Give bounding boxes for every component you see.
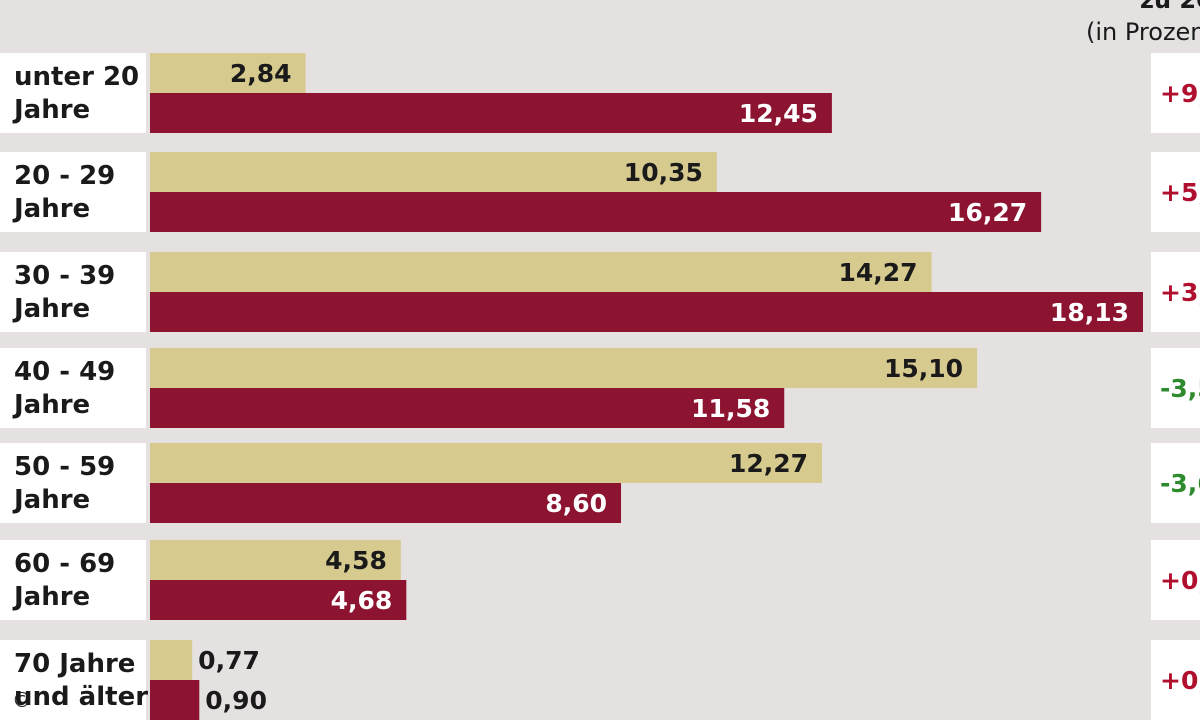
data-label: 4,68 xyxy=(331,586,393,615)
bar xyxy=(150,483,622,523)
category-label: 50 - 59 xyxy=(14,452,115,482)
category-label: und älter xyxy=(14,682,148,712)
category-label-box xyxy=(0,152,146,232)
change-box xyxy=(1151,540,1200,620)
bar xyxy=(150,680,200,720)
copyright-text: © xyxy=(12,688,32,712)
bar xyxy=(150,93,832,133)
category-label: Jahre xyxy=(12,294,90,324)
data-label: 16,27 xyxy=(948,198,1027,227)
category-label: 40 - 49 xyxy=(14,357,115,387)
category-label-box xyxy=(0,348,146,428)
data-label: 8,60 xyxy=(545,489,607,518)
bar xyxy=(150,443,823,483)
change-label: -3,6 xyxy=(1160,469,1200,498)
category-label-box xyxy=(0,53,146,133)
bar xyxy=(150,540,401,580)
category-label: 60 - 69 xyxy=(14,549,115,579)
data-label: 12,45 xyxy=(739,99,818,128)
data-label: 11,58 xyxy=(691,394,770,423)
bar xyxy=(150,252,932,292)
bar xyxy=(150,580,407,620)
category-label: Jahre xyxy=(12,95,90,125)
category-label: Jahre xyxy=(12,194,90,224)
change-label: +9, xyxy=(1160,79,1200,108)
bar xyxy=(150,388,785,428)
bar xyxy=(150,152,717,192)
change-box xyxy=(1151,443,1200,523)
change-label: +0, xyxy=(1160,566,1200,595)
change-label: +0, xyxy=(1160,666,1200,695)
chart-header: zu 20 (in Prozent xyxy=(1086,0,1200,46)
data-label: 10,35 xyxy=(624,158,703,187)
change-box xyxy=(1151,640,1200,720)
change-box xyxy=(1151,152,1200,232)
bar xyxy=(150,292,1143,332)
category-label: Jahre xyxy=(12,390,90,420)
change-label: -3,5 xyxy=(1160,374,1200,403)
category-label-box xyxy=(0,252,146,332)
change-label: +5, xyxy=(1160,178,1200,207)
category-label: 20 - 29 xyxy=(14,161,115,191)
change-box xyxy=(1151,348,1200,428)
data-label: 4,58 xyxy=(325,546,387,575)
header-top-fragment: zu 20 xyxy=(1140,0,1200,14)
bar xyxy=(150,192,1042,232)
data-label: 18,13 xyxy=(1050,298,1129,327)
bar xyxy=(150,640,193,680)
data-label: 15,10 xyxy=(884,354,963,383)
category-label: Jahre xyxy=(12,582,90,612)
bar xyxy=(150,53,306,93)
category-label: Jahre xyxy=(12,485,90,515)
category-label-box xyxy=(0,640,146,720)
data-label: 0,90 xyxy=(205,686,267,715)
data-label: 2,84 xyxy=(230,59,292,88)
unit-note: (in Prozent xyxy=(1086,18,1200,46)
category-label: 70 Jahre xyxy=(14,649,135,679)
bar xyxy=(150,348,978,388)
data-label: 14,27 xyxy=(839,258,918,287)
category-label-box xyxy=(0,443,146,523)
change-box xyxy=(1151,252,1200,332)
category-label: unter 20 xyxy=(14,62,139,92)
category-label-box xyxy=(0,540,146,620)
change-label: +3, xyxy=(1160,278,1200,307)
category-label: 30 - 39 xyxy=(14,261,115,291)
change-box xyxy=(1151,53,1200,133)
data-label: 0,77 xyxy=(198,646,260,675)
data-label: 12,27 xyxy=(729,449,808,478)
